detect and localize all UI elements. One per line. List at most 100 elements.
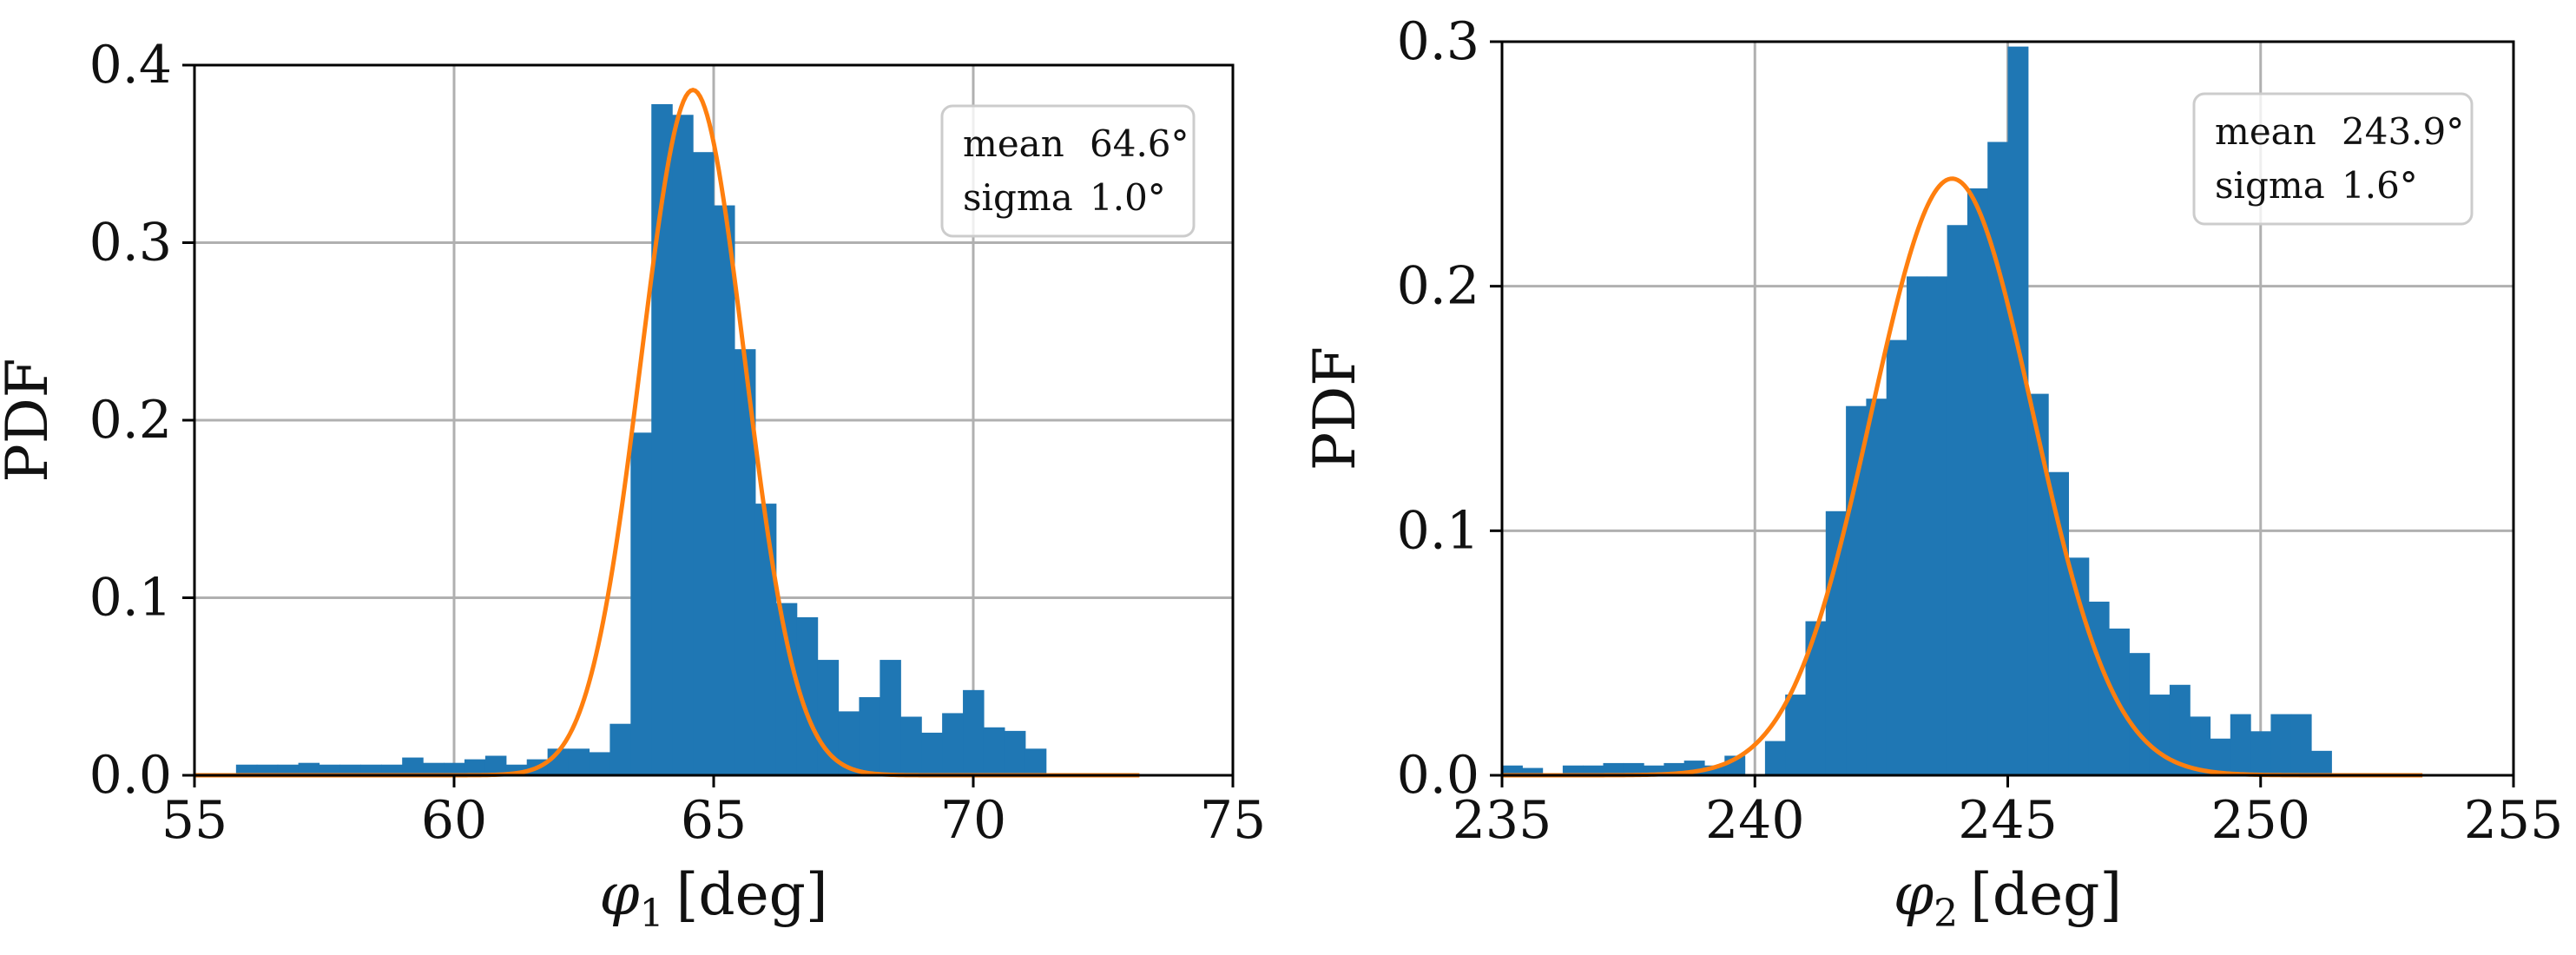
histogram-bar — [1603, 762, 1624, 775]
legend-sigma-label: sigma — [963, 176, 1073, 219]
chart-phi1: 55 60 65 70 75 0.0 0.1 0.2 0.3 0.4 PDF φ1 [deg] me… — [0, 35, 1266, 936]
histogram-bar — [630, 432, 652, 775]
histogram-bar — [235, 764, 258, 775]
histogram-bar — [900, 716, 922, 775]
histogram-bar — [1024, 748, 1047, 775]
x-tick-label: 240 — [1705, 790, 1805, 851]
histogram-bar — [2169, 684, 2191, 775]
histogram-bar — [319, 764, 341, 775]
legend-box — [2192, 92, 2474, 226]
histogram-bar — [921, 732, 943, 775]
x-axis-label-symbol: φ — [1894, 861, 1934, 928]
ticks-phi2: 235 240 245 250 255 0.0 0.1 0.2 0.3 — [1397, 11, 2564, 851]
histogram-phi1 — [235, 103, 1047, 776]
histogram-bar — [2290, 714, 2312, 775]
histogram-bar — [2250, 731, 2271, 775]
histogram-bar — [983, 727, 1005, 775]
legend-sigma-value: 1.6° — [2342, 164, 2418, 207]
legend-box — [940, 104, 1196, 238]
y-axis-label-phi1: PDF — [0, 358, 61, 482]
x-tick-label: 250 — [2210, 790, 2310, 851]
y-tick-label: 0.3 — [1397, 11, 1479, 72]
legend-mean-label: mean — [963, 122, 1064, 165]
histogram-bar — [672, 115, 694, 775]
histogram-bar — [298, 762, 320, 775]
x-axis-label-phi2: φ2 [deg] — [1894, 861, 2122, 936]
x-axis-label-subscript: 2 — [1934, 892, 1958, 936]
histogram-bar — [423, 762, 445, 775]
histogram-bar — [1704, 765, 1725, 775]
y-tick-label: 0.0 — [1397, 745, 1479, 806]
x-axis-label-symbol: φ — [599, 861, 639, 928]
histogram-bar — [1623, 762, 1644, 775]
histogram-bar — [2190, 716, 2211, 775]
ticks-phi1: 55 60 65 70 75 0.0 0.1 0.2 0.3 0.4 — [89, 35, 1267, 851]
histogram-bar — [1825, 510, 1847, 775]
x-tick-label: 255 — [2464, 790, 2564, 851]
histogram-bar — [817, 660, 840, 775]
histogram-bar — [589, 752, 610, 775]
histogram-bar — [1644, 765, 1664, 775]
histogram-bar — [693, 152, 715, 775]
legend-mean-value: 64.6° — [1090, 122, 1189, 165]
stats-legend-phi2: mean 243.9° sigma 1.6° — [2192, 92, 2474, 226]
histogram-bar — [1004, 730, 1026, 775]
x-axis-label-subscript: 1 — [640, 892, 664, 936]
histogram-bar — [1967, 188, 1988, 775]
x-tick-label: 65 — [681, 790, 747, 851]
histogram-bar — [651, 103, 673, 776]
histogram-bar — [1785, 695, 1807, 775]
y-tick-label: 0.3 — [89, 213, 172, 273]
x-tick-label: 245 — [1958, 790, 2058, 851]
histogram-bar — [1987, 142, 2009, 775]
histogram-bar — [2210, 738, 2231, 775]
histogram-bar — [2088, 602, 2110, 775]
histogram-bar — [360, 764, 382, 775]
x-axis-label-phi1: φ1 [deg] — [599, 861, 827, 936]
histogram-bar — [2129, 653, 2151, 775]
histogram-bar — [484, 755, 507, 775]
histogram-bar — [1805, 621, 1827, 775]
x-axis-label-unit: [deg] — [676, 861, 828, 928]
histogram-bar — [381, 764, 403, 775]
y-tick-label: 0.0 — [89, 745, 172, 806]
x-tick-label: 60 — [421, 790, 487, 851]
histogram-bar — [609, 723, 631, 775]
histogram-bar — [339, 764, 361, 775]
histogram-bar — [1583, 765, 1604, 775]
histogram-bar — [2311, 750, 2332, 775]
histogram-bar — [402, 757, 424, 775]
histogram-bar — [1522, 767, 1544, 775]
histogram-bar — [464, 759, 486, 775]
histogram-bar — [444, 762, 465, 775]
histogram-bar — [1502, 765, 1523, 775]
histogram-bar — [568, 748, 590, 775]
x-tick-label: 55 — [161, 790, 227, 851]
histogram-bar — [880, 660, 901, 775]
histogram-bar — [2270, 714, 2292, 775]
histogram-bar — [2149, 695, 2171, 775]
legend-sigma-value: 1.0° — [1090, 176, 1166, 219]
histogram-bar — [1764, 741, 1786, 775]
legend-mean-label: mean — [2215, 110, 2316, 153]
histogram-bar — [2007, 46, 2029, 775]
legend-sigma-label: sigma — [2215, 164, 2325, 207]
x-tick-label: 70 — [940, 790, 1006, 851]
histogram-bar — [2068, 557, 2090, 775]
y-tick-label: 0.2 — [1397, 256, 1479, 317]
histogram-bar — [277, 764, 300, 775]
stats-legend-phi1: mean 64.6° sigma 1.0° — [940, 104, 1196, 238]
histogram-bar — [1846, 405, 1867, 775]
histogram-bar — [1907, 276, 1927, 775]
histogram-bar — [1562, 765, 1584, 775]
histogram-bar — [963, 689, 985, 775]
histogram-bar — [775, 603, 798, 775]
y-tick-label: 0.1 — [1397, 500, 1479, 561]
x-tick-label: 235 — [1453, 790, 1552, 851]
histogram-bar — [714, 205, 735, 775]
histogram-bar — [1866, 398, 1888, 775]
legend-mean-value: 243.9° — [2342, 110, 2464, 153]
histogram-bar — [1947, 225, 1968, 775]
